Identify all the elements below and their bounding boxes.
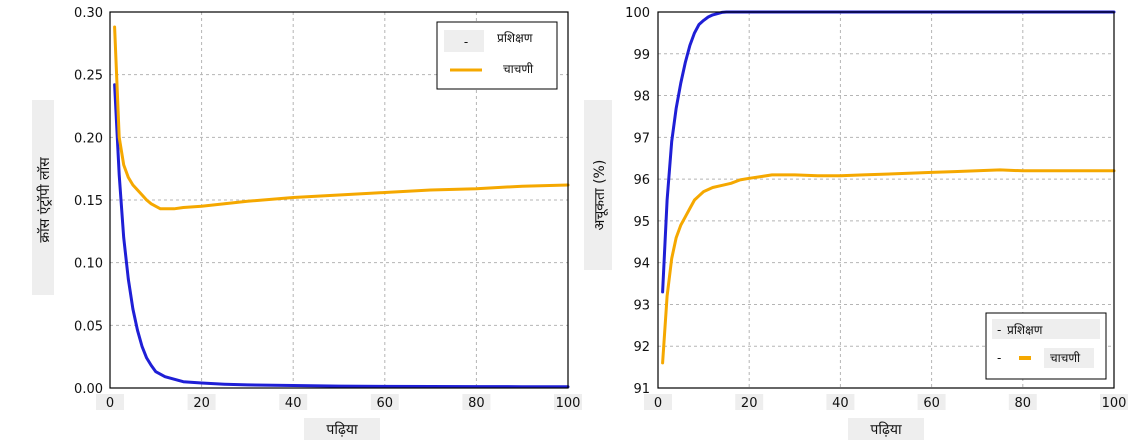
loss-chart: क्रॉस एंट्रॉपी लॉस पढ़िया 0 20 40 60 80 100 0.… bbox=[32, 6, 582, 440]
loss-y-tick-label: 0.05 bbox=[74, 319, 103, 334]
accuracy-legend-test-label: चाचणी bbox=[1050, 351, 1081, 365]
loss-tick-labels: 0 20 40 60 80 100 0.00 0.05 0.10 0.15 0.20 0.25 0.30 bbox=[74, 6, 582, 411]
accuracy-xlabel-bg bbox=[848, 418, 924, 440]
loss-y-axis-label: क्रॉस एंट्रॉपी लॉस bbox=[36, 157, 53, 243]
accuracy-plot-frame bbox=[657, 11, 1115, 389]
accuracy-y-tick-label: 91 bbox=[633, 382, 650, 397]
loss-x-axis-label: पढ़िया bbox=[326, 421, 358, 438]
accuracy-x-axis-label: पढ़िया bbox=[870, 421, 902, 438]
loss-x-tick-label: 40 bbox=[285, 396, 302, 411]
accuracy-y-tick-label: 99 bbox=[633, 48, 650, 63]
accuracy-x-tick-label: 20 bbox=[741, 396, 758, 411]
accuracy-x-tick-label: 0 bbox=[654, 396, 662, 411]
accuracy-x-tick-label: 100 bbox=[1102, 396, 1127, 411]
accuracy-x-tick-bg bbox=[735, 394, 764, 410]
loss-series bbox=[113, 25, 570, 389]
loss-plot-frame bbox=[109, 11, 569, 389]
loss-xlabel-bg bbox=[304, 418, 380, 440]
accuracy-series bbox=[661, 10, 1116, 365]
accuracy-chart: अचूकता (%) पढ़िया 0 20 40 60 80 100 91 92 93 94 95… bbox=[584, 6, 1128, 440]
accuracy-x-tick-bg bbox=[644, 394, 672, 410]
loss-ylabel-bg bbox=[32, 100, 54, 295]
accuracy-legend-train-bg bbox=[992, 319, 1100, 339]
accuracy-legend-test-marker: - bbox=[997, 351, 1001, 365]
loss-y-tick-label: 0.15 bbox=[74, 194, 103, 209]
loss-y-tick-label: 0.30 bbox=[74, 6, 103, 21]
loss-x-tick-bg bbox=[370, 394, 399, 410]
loss-legend-train-marker: - bbox=[464, 35, 468, 49]
accuracy-y-tick-label: 92 bbox=[633, 340, 650, 355]
loss-x-tick-label: 20 bbox=[193, 396, 210, 411]
accuracy-series-test-line bbox=[661, 168, 1116, 365]
loss-legend: - प्रशिक्षण चाचणी bbox=[436, 21, 558, 90]
loss-x-tick-bg bbox=[279, 394, 308, 410]
loss-y-tick-label: 0.10 bbox=[74, 257, 103, 272]
accuracy-legend: - प्रशिक्षण - चाचणी bbox=[985, 312, 1107, 380]
accuracy-ylabel-bg bbox=[584, 100, 612, 270]
loss-x-tick-label: 60 bbox=[377, 396, 394, 411]
loss-legend-test-label: चाचणी bbox=[503, 62, 534, 76]
accuracy-x-tick-bg bbox=[1100, 394, 1128, 410]
loss-x-tick-label: 0 bbox=[106, 396, 114, 411]
loss-x-tick-label: 80 bbox=[468, 396, 485, 411]
loss-legend-marker-bg bbox=[444, 30, 484, 52]
loss-x-tick-bg bbox=[96, 394, 124, 410]
loss-x-tick-bg bbox=[187, 394, 216, 410]
loss-grid bbox=[110, 12, 568, 388]
accuracy-x-tick-label: 40 bbox=[832, 396, 849, 411]
accuracy-legend-test-bg bbox=[1044, 348, 1094, 368]
accuracy-y-tick-label: 98 bbox=[633, 90, 650, 105]
accuracy-x-tick-bg bbox=[1008, 394, 1037, 410]
accuracy-y-axis-label: अचूकता (%) bbox=[592, 160, 608, 231]
accuracy-x-tick-bg bbox=[826, 394, 855, 410]
accuracy-y-tick-label: 100 bbox=[625, 6, 650, 21]
loss-series-test-line bbox=[113, 25, 570, 211]
accuracy-y-tick-label: 96 bbox=[633, 173, 650, 188]
accuracy-y-tick-label: 94 bbox=[633, 257, 650, 272]
accuracy-x-tick-label: 60 bbox=[923, 396, 940, 411]
loss-x-tick-bg bbox=[462, 394, 491, 410]
accuracy-x-tick-bg bbox=[917, 394, 946, 410]
accuracy-grid bbox=[658, 12, 1114, 388]
loss-y-tick-label: 0.25 bbox=[74, 69, 103, 84]
accuracy-tick-labels: 0 20 40 60 80 100 91 92 93 94 95 96 97 98 99 100 bbox=[625, 6, 1128, 411]
accuracy-y-tick-label: 95 bbox=[633, 215, 650, 230]
loss-series-train-line bbox=[113, 83, 570, 389]
accuracy-x-tick-label: 80 bbox=[1015, 396, 1032, 411]
loss-y-tick-label: 0.00 bbox=[74, 382, 103, 397]
loss-x-tick-label: 100 bbox=[556, 396, 581, 411]
accuracy-y-tick-label: 97 bbox=[633, 131, 650, 146]
accuracy-legend-train-label: प्रशिक्षण bbox=[1007, 323, 1043, 337]
loss-y-tick-label: 0.20 bbox=[74, 131, 103, 146]
accuracy-legend-train-marker: - bbox=[997, 323, 1001, 337]
loss-x-tick-bg bbox=[554, 394, 582, 410]
loss-legend-train-label: प्रशिक्षण bbox=[497, 31, 533, 45]
accuracy-y-tick-label: 93 bbox=[633, 298, 650, 313]
